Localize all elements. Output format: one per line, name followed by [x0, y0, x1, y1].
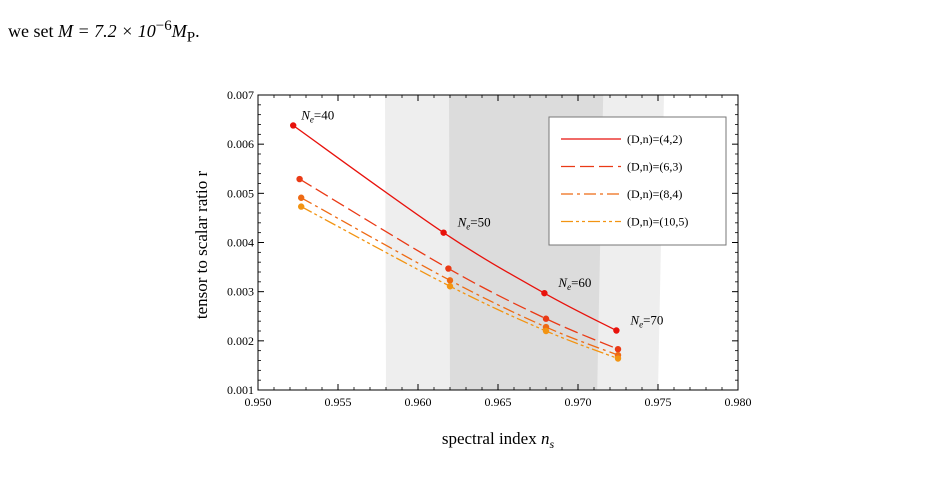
data-series — [290, 122, 622, 362]
y-tick-label: 0.002 — [227, 334, 254, 348]
ne-value: =40 — [314, 107, 334, 122]
x-axis-label-var: n — [541, 429, 550, 448]
x-tick-label: 0.950 — [245, 395, 272, 409]
intro-math: M = 7.2 × 10 — [57, 21, 156, 41]
y-tick-label: 0.006 — [227, 137, 254, 151]
ne-subscript: e — [567, 282, 571, 292]
intro-end: . — [195, 21, 200, 41]
ne-value: =60 — [571, 275, 591, 290]
y-tick-label: 0.007 — [227, 88, 254, 102]
ne-symbol: N — [629, 313, 640, 328]
intro-suffix-sub: P — [186, 29, 196, 46]
series-point-2-1 — [446, 277, 454, 284]
y-axis-label: tensor to scalar ratio r — [192, 171, 211, 320]
series-point-0-2 — [541, 289, 548, 297]
series-line-1 — [299, 178, 619, 350]
series-point-1-3 — [614, 345, 622, 353]
x-axis-label: spectral index ns — [442, 429, 555, 451]
intro-exponent: −6 — [155, 18, 172, 34]
intro-prefix: we set — [8, 21, 54, 41]
x-axis-label-main: spectral index — [442, 429, 541, 448]
series-point-1-1 — [445, 265, 452, 272]
legend: (D,n)=(4,2) (D,n)=(6,3) (D,n)=(8,4) (D,n)=(… — [548, 116, 727, 246]
ne-symbol: N — [300, 107, 311, 122]
series-point-3-1 — [446, 283, 454, 290]
series-point-2-0 — [298, 194, 305, 201]
series-line-0 — [292, 124, 617, 332]
ne-subscript: e — [466, 222, 470, 232]
y-tick-label: 0.001 — [227, 383, 254, 397]
series-point-1-2 — [542, 315, 550, 322]
legend-box — [548, 116, 727, 246]
x-tick-label: 0.955 — [325, 395, 352, 409]
ne-annotation-0: Ne=40 — [300, 107, 334, 124]
ne-subscript: e — [310, 114, 314, 124]
x-axis-label-sub: s — [549, 437, 554, 451]
series-point-3-0 — [298, 203, 305, 210]
legend-label-3: (D,n)=(10,5) — [627, 215, 688, 229]
series-point-0-3 — [613, 327, 620, 334]
y-tick-label: 0.004 — [227, 236, 254, 250]
intro-suffix: M — [171, 21, 187, 41]
series-point-0-0 — [290, 122, 297, 129]
series-point-3-2 — [542, 327, 550, 335]
x-tick-label: 0.960 — [405, 395, 432, 409]
series-line-2 — [300, 197, 619, 356]
x-tick-label: 0.965 — [485, 395, 512, 409]
ne-value: =70 — [643, 313, 663, 328]
series-line-3 — [300, 206, 619, 360]
x-tick-label: 0.970 — [565, 395, 592, 409]
ne-annotation-2: Ne=60 — [557, 275, 591, 292]
ne-symbol: N — [457, 215, 468, 230]
ne-value: =50 — [470, 215, 490, 230]
ne-subscript: e — [639, 320, 643, 330]
y-tick-label: 0.005 — [227, 186, 254, 200]
intro-sentence: we set M = 7.2 × 10−6MP. — [8, 18, 200, 47]
legend-label-0: (D,n)=(4,2) — [627, 132, 682, 146]
ne-symbol: N — [557, 275, 568, 290]
ne-annotation-3: Ne=70 — [629, 313, 663, 330]
x-tick-label: 0.975 — [645, 395, 672, 409]
x-tick-label: 0.980 — [725, 395, 752, 409]
series-point-1-0 — [296, 175, 303, 183]
legend-label-1: (D,n)=(6,3) — [627, 160, 682, 174]
legend-label-2: (D,n)=(8,4) — [627, 187, 682, 201]
ne-annotation-1: Ne=50 — [457, 215, 491, 232]
y-tick-label: 0.003 — [227, 285, 254, 299]
series-point-3-3 — [614, 355, 622, 362]
axis-ticks: 0.950 0.955 0.960 0.965 0.970 0.975 0.980 0.001… — [227, 88, 752, 409]
series-point-0-1 — [440, 229, 447, 236]
